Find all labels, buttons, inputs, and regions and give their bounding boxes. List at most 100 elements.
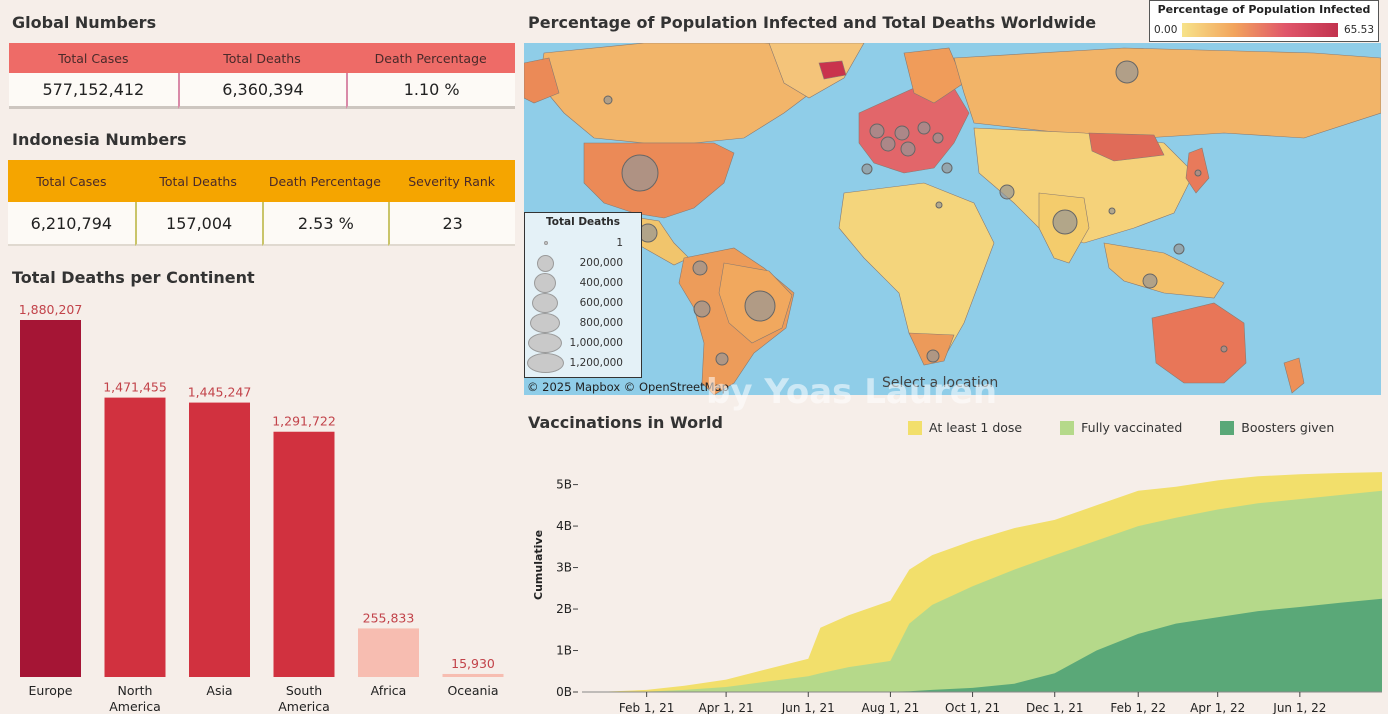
legend-label: At least 1 dose xyxy=(929,420,1023,435)
deaths-legend-row-1: 1 xyxy=(525,233,641,253)
global-total-cases-value: 577,152,412 xyxy=(9,73,178,109)
map-region-alaska[interactable] xyxy=(524,57,560,104)
death-bubble-australia[interactable] xyxy=(1220,345,1228,353)
map-region-scandinavia[interactable] xyxy=(903,47,965,104)
deaths-legend-circle xyxy=(534,273,556,293)
legend-swatch xyxy=(1060,420,1075,435)
y-tick-label: 5B xyxy=(556,478,572,492)
global-total-cases-header: Total Cases xyxy=(9,43,178,73)
deaths-legend-row-5: 800,000 xyxy=(525,313,641,333)
death-bubble-peru[interactable] xyxy=(693,300,711,318)
x-tick-label: Apr 1, 22 xyxy=(1190,701,1245,714)
deaths-per-continent-chart: 1,880,207Europe1,471,455NorthAmerica1,44… xyxy=(19,302,504,714)
death-bubble-south-africa[interactable] xyxy=(926,349,940,363)
bar-0[interactable] xyxy=(20,320,81,677)
death-bubble-spain[interactable] xyxy=(861,163,873,175)
death-bubble-indonesia[interactable] xyxy=(1142,273,1158,289)
death-bubble-japan[interactable] xyxy=(1194,169,1202,177)
deaths-legend-label: 600,000 xyxy=(579,297,623,309)
y-tick-label: 0B xyxy=(556,685,572,699)
indonesia-death-percentage-value: 2.53 % xyxy=(261,202,389,246)
deaths-legend-label: 1,000,000 xyxy=(569,337,623,349)
map-region-new-zealand[interactable] xyxy=(1283,357,1305,394)
world-map-canvas[interactable] xyxy=(524,43,1381,395)
bar-3[interactable] xyxy=(273,431,335,677)
vaccination-area-chart: Cumulative 0B 1B 2B 3B 4B 5B Feb 1, 21 Apr 1, 21… xyxy=(532,472,1382,714)
bar-4[interactable] xyxy=(358,628,419,677)
deaths-legend-circle xyxy=(544,241,548,245)
death-bubble-uk[interactable] xyxy=(869,123,885,139)
legend-label: Boosters given xyxy=(1241,420,1335,435)
bar-2[interactable] xyxy=(189,402,250,677)
total-deaths-size-legend: Total Deaths 1 200,000 400,000 600,000 8… xyxy=(524,212,642,378)
select-location-hint: Select a location xyxy=(882,375,999,391)
map-region-usa[interactable] xyxy=(583,142,735,219)
bar-value-label: 1,291,722 xyxy=(272,414,336,429)
map-region-greenland[interactable] xyxy=(768,43,865,99)
death-bubble-france[interactable] xyxy=(880,136,896,152)
map-region-mongolia[interactable] xyxy=(1088,132,1165,162)
legend-item-at-least-one-dose[interactable]: At least 1 dose xyxy=(908,420,1022,435)
deaths-legend-label: 200,000 xyxy=(579,257,623,269)
indonesia-numbers-title: Indonesia Numbers xyxy=(12,130,187,149)
bar-5[interactable] xyxy=(442,673,504,677)
deaths-legend-row-7: 1,200,000 xyxy=(525,353,641,373)
bar-value-label: 1,471,455 xyxy=(103,380,167,395)
bar-1[interactable] xyxy=(104,397,166,677)
death-bubble-canada[interactable] xyxy=(603,95,613,105)
deaths-legend-circle xyxy=(528,333,562,353)
death-bubble-germany[interactable] xyxy=(894,125,910,141)
legend-item-fully-vaccinated[interactable]: Fully vaccinated xyxy=(1060,420,1182,435)
map-title: Percentage of Population Infected and To… xyxy=(528,13,1097,32)
map-region-russia[interactable] xyxy=(953,47,1381,139)
death-bubble-colombia[interactable] xyxy=(692,260,708,276)
legend-item-boosters-given[interactable]: Boosters given xyxy=(1220,420,1334,435)
indonesia-severity-rank-header: Severity Rank xyxy=(388,160,515,202)
death-bubble-poland[interactable] xyxy=(917,121,931,135)
deaths-legend-row-6: 1,000,000 xyxy=(525,333,641,353)
indonesia-severity-rank: Severity Rank 23 xyxy=(388,160,515,246)
world-map[interactable] xyxy=(524,43,1381,395)
death-bubble-russia[interactable] xyxy=(1115,60,1139,84)
vaccination-legend: At least 1 dose Fully vaccinated Booster… xyxy=(908,420,1372,435)
legend-label: Fully vaccinated xyxy=(1081,420,1183,435)
map-region-australia[interactable] xyxy=(1151,302,1247,384)
category-label: America xyxy=(278,699,330,714)
indonesia-total-cases: Total Cases 6,210,794 xyxy=(8,160,135,246)
x-tick-label: Feb 1, 22 xyxy=(1110,701,1166,714)
deaths-legend-circle xyxy=(532,293,558,313)
death-bubble-brazil[interactable] xyxy=(744,290,776,322)
death-bubble-ukraine[interactable] xyxy=(932,132,944,144)
deaths-legend-row-4: 600,000 xyxy=(525,293,641,313)
death-bubble-argentina[interactable] xyxy=(715,352,729,366)
death-bubble-turkey[interactable] xyxy=(941,162,953,174)
y-tick-label: 1B xyxy=(556,644,572,658)
deaths-legend-row-2: 200,000 xyxy=(525,253,641,273)
legend-swatch xyxy=(1220,420,1235,435)
death-bubble-philippines[interactable] xyxy=(1173,243,1185,255)
category-label: America xyxy=(109,699,161,714)
death-bubble-egypt[interactable] xyxy=(935,201,943,209)
global-death-percentage-header: Death Percentage xyxy=(346,43,516,73)
infection-legend-min: 0.00 xyxy=(1154,24,1178,36)
y-axis-label: Cumulative xyxy=(532,530,545,600)
y-tick-label: 2B xyxy=(556,602,572,616)
death-bubble-italy[interactable] xyxy=(900,141,916,157)
bar-chart-title: Total Deaths per Continent xyxy=(12,268,255,287)
death-bubble-usa[interactable] xyxy=(621,154,659,192)
map-attribution[interactable]: © 2025 Mapbox © OpenStreetMap xyxy=(527,380,729,394)
death-bubble-india[interactable] xyxy=(1052,209,1078,235)
indonesia-kpi-table: Total Cases 6,210,794 Total Deaths 157,0… xyxy=(8,160,515,246)
indonesia-total-deaths-value: 157,004 xyxy=(134,202,262,246)
death-bubble-china[interactable] xyxy=(1108,207,1116,215)
infection-legend-title: Percentage of Population Infected xyxy=(1157,3,1371,16)
death-bubble-iran[interactable] xyxy=(999,184,1015,200)
category-label: North xyxy=(118,683,153,698)
map-region-iceland[interactable] xyxy=(818,60,847,80)
area-series-2[interactable] xyxy=(582,598,1382,692)
indonesia-total-cases-value: 6,210,794 xyxy=(8,202,135,246)
map-region-south-africa[interactable] xyxy=(908,332,955,366)
map-region-canada[interactable] xyxy=(538,43,855,144)
global-kpi-table: Total Cases 577,152,412 Total Deaths 6,3… xyxy=(9,43,516,109)
map-region-southeast-asia[interactable] xyxy=(1103,242,1225,299)
